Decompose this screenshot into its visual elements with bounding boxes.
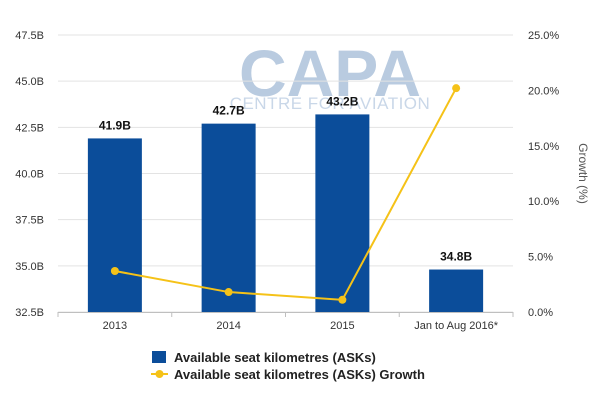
right-axis-title: Growth (%) (576, 143, 590, 204)
right-axis-tick-label: 10.0% (528, 196, 559, 208)
legend-bar-label: Available seat kilometres (ASKs) (174, 350, 376, 365)
right-axis-tick-label: 25.0% (528, 30, 559, 42)
bar (87, 138, 142, 312)
right-axis: 0.0% 5.0% 10.0% 15.0% 20.0% 25.0% (528, 30, 559, 319)
left-axis: 32.5B 35.0B 37.5B 40.0B 42.5B 45.0B 47.5B (15, 30, 44, 319)
bar-data-label: 34.8B (440, 250, 472, 264)
bar (201, 123, 256, 312)
bar-data-label: 42.7B (213, 104, 245, 118)
bar (315, 114, 370, 312)
x-axis-tick-label: Jan to Aug 2016* (414, 320, 499, 332)
bar (429, 269, 484, 312)
legend-line-label: Available seat kilometres (ASKs) Growth (174, 367, 425, 382)
legend-bar-swatch (152, 351, 166, 363)
growth-line-series (110, 84, 461, 304)
left-axis-tick-label: 37.5B (15, 215, 44, 227)
bar-data-label: 41.9B (99, 118, 131, 132)
left-axis-tick-label: 45.0B (15, 76, 44, 88)
watermark-tagline: CENTRE FOR AVIATION (230, 94, 431, 113)
x-axis-tick-label: 2014 (216, 320, 240, 332)
capa-watermark: CAPA CENTRE FOR AVIATION (230, 36, 431, 113)
bar-series: 41.9B 42.7B 43.2B 34.8B (87, 94, 484, 312)
right-axis-tick-label: 15.0% (528, 141, 559, 153)
right-axis-tick-label: 20.0% (528, 85, 559, 97)
legend-line-marker (155, 370, 164, 378)
right-axis-tick-label: 0.0% (528, 307, 553, 319)
legend: Available seat kilometres (ASKs) Availabl… (151, 350, 425, 382)
growth-point (224, 288, 233, 297)
growth-point (338, 295, 347, 304)
left-axis-tick-label: 47.5B (15, 30, 44, 42)
watermark-brand: CAPA (239, 36, 421, 110)
left-axis-tick-label: 40.0B (15, 169, 44, 181)
x-axis: 2013 2014 2015 Jan to Aug 2016* (57, 312, 514, 332)
x-axis-tick-label: 2013 (103, 320, 127, 332)
left-axis-tick-label: 32.5B (15, 307, 44, 319)
right-axis-tick-label: 5.0% (528, 252, 553, 264)
left-axis-tick-label: 42.5B (15, 122, 44, 134)
growth-point (452, 84, 461, 93)
growth-point (110, 267, 119, 276)
bar-data-label: 43.2B (326, 94, 358, 108)
x-axis-tick-label: 2015 (330, 320, 354, 332)
left-axis-tick-label: 35.0B (15, 261, 44, 273)
growth-line (114, 87, 458, 301)
